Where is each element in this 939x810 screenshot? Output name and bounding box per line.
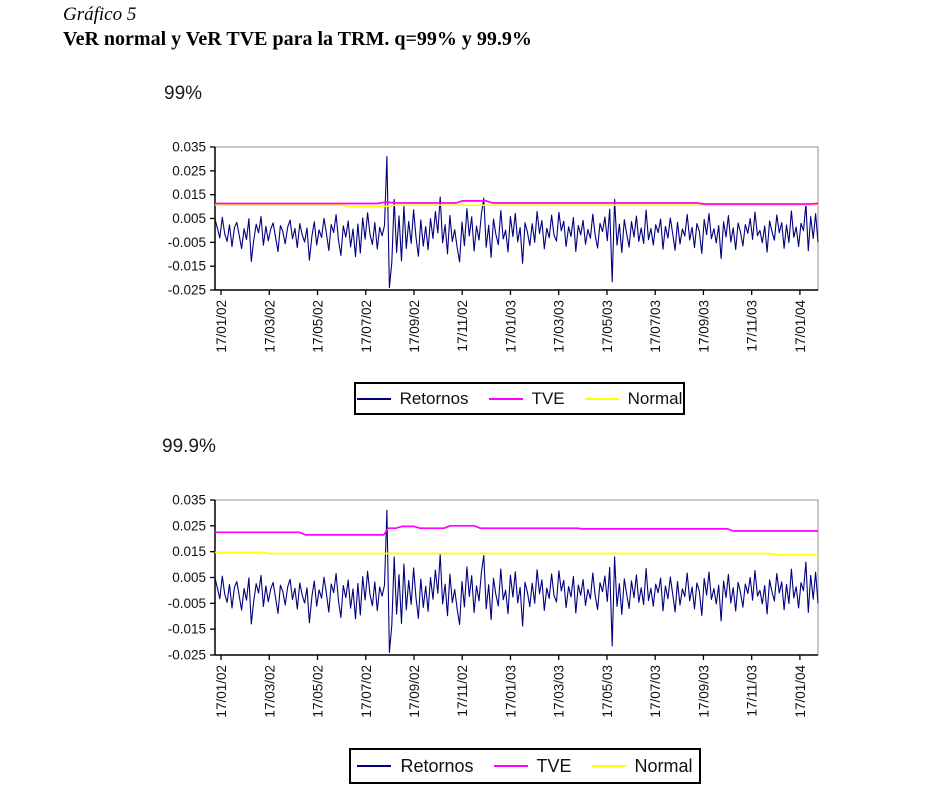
y-tick-label: 0.035 [172, 140, 206, 155]
series-normal-line [215, 551, 818, 556]
legend-item-retornos: Retornos [357, 755, 474, 777]
legend-label-retornos: Retornos [400, 755, 474, 776]
legend-item-tve: TVE [493, 755, 572, 777]
chart-title-999: 99.9% [162, 436, 216, 457]
tve-line-swatch [493, 765, 528, 767]
figure-title: VeR normal y VeR TVE para la TRM. q=99% … [63, 28, 532, 50]
x-tick-label: 17/09/02 [407, 300, 422, 353]
y-tick-label: 0.035 [172, 493, 206, 508]
chart-999: 0.035 0.025 0.015 0.005 -0.005 -0.015 -0.025 17… [168, 493, 819, 718]
retornos-line-swatch [356, 397, 391, 400]
legend-item-tve: TVE [488, 388, 565, 409]
y-tick-label: 0.005 [172, 211, 206, 226]
y-tick-label: -0.025 [168, 283, 206, 298]
x-tick-label: 17/07/03 [648, 300, 663, 353]
y-tick-label: 0.015 [172, 187, 206, 202]
plot-area [214, 499, 819, 656]
tve-line-swatch [488, 397, 523, 400]
normal-line-swatch [584, 397, 619, 400]
x-tick-label: 17/07/02 [359, 665, 374, 718]
x-tick-label: 17/07/03 [648, 665, 663, 718]
x-tick-label: 17/11/03 [745, 300, 760, 352]
chart-legend-99: Retornos TVE Normal [354, 382, 685, 415]
y-tick-label: -0.015 [168, 622, 206, 637]
series-tve-line [215, 524, 818, 536]
x-tick-label: 17/01/02 [214, 300, 229, 353]
plot-area [214, 146, 819, 291]
series-normal-line [215, 204, 818, 208]
x-tick-label: 17/01/02 [214, 665, 229, 718]
legend-label-tve: TVE [531, 388, 565, 408]
x-tick-label: 17/09/03 [696, 665, 711, 718]
x-tick-label: 17/01/04 [793, 665, 808, 718]
x-tick-label: 17/05/03 [600, 665, 615, 718]
y-tick-label: -0.025 [168, 648, 206, 663]
legend-label-normal: Normal [634, 755, 693, 776]
normal-line-swatch [591, 765, 626, 767]
series-tve-line [215, 200, 819, 205]
chart-title-99: 99% [164, 83, 203, 104]
legend-label-normal: Normal [627, 388, 683, 408]
x-tick-label: 17/07/02 [359, 300, 374, 353]
x-tick-label: 17/05/02 [311, 665, 326, 718]
x-tick-label: 17/03/02 [262, 665, 277, 718]
legend-item-normal: Normal [584, 388, 683, 409]
legend-label-retornos: Retornos [399, 388, 469, 408]
series-retornos-line [214, 155, 819, 289]
figure-caption: Gráfico 5 [63, 4, 137, 25]
y-tick-label: 0.005 [172, 570, 206, 585]
x-tick-label: 17/03/03 [552, 300, 567, 353]
x-tick-label: 17/09/02 [407, 665, 422, 718]
x-tick-label: 17/01/03 [503, 665, 518, 718]
legend-item-normal: Normal [591, 755, 693, 777]
retornos-line-swatch [357, 765, 392, 767]
x-tick-label: 17/11/02 [455, 665, 470, 717]
x-tick-label: 17/05/02 [311, 300, 326, 353]
x-tick-label: 17/09/03 [696, 300, 711, 353]
y-tick-label: -0.005 [168, 235, 206, 250]
x-tick-label: 17/03/02 [262, 300, 277, 353]
x-tick-label: 17/01/03 [503, 300, 518, 353]
x-tick-label: 17/11/02 [455, 300, 470, 352]
y-tick-label: -0.005 [168, 596, 206, 611]
chart-legend-999: Retornos TVE Normal [349, 748, 701, 784]
legend-label-tve: TVE [536, 755, 572, 776]
y-tick-label: -0.015 [168, 259, 206, 274]
x-tick-label: 17/01/04 [793, 300, 808, 353]
y-tick-label: 0.025 [172, 518, 206, 533]
y-tick-label: 0.015 [172, 544, 206, 559]
x-tick-label: 17/03/03 [552, 665, 567, 718]
x-tick-label: 17/05/03 [600, 300, 615, 353]
legend-item-retornos: Retornos [356, 388, 469, 409]
series-retornos-line [214, 509, 819, 653]
chart-99: 0.035 0.025 0.015 0.005 -0.005 -0.015 -0.025 17… [168, 140, 819, 353]
x-tick-label: 17/11/03 [745, 665, 760, 717]
y-tick-label: 0.025 [172, 163, 206, 178]
